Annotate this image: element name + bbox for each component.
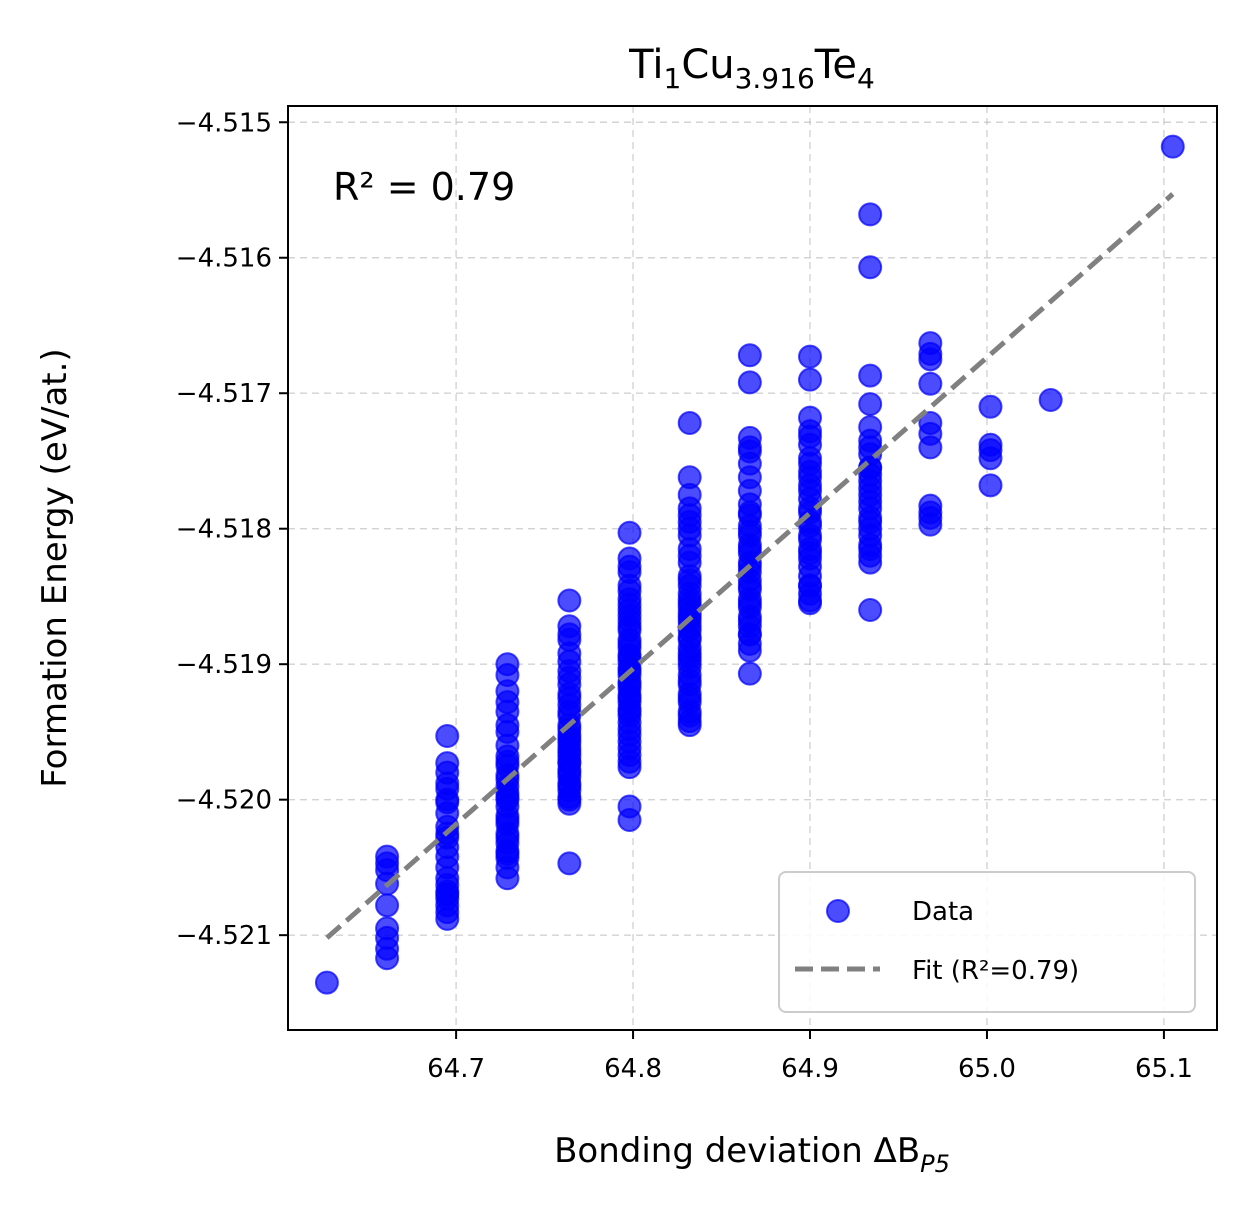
data-point xyxy=(435,906,460,931)
data-point xyxy=(798,496,823,521)
data-point xyxy=(677,543,702,568)
data-point xyxy=(677,411,702,436)
legend-fit-label: Fit (R²=0.79) xyxy=(912,956,1079,986)
data-point xyxy=(798,367,823,392)
data-point xyxy=(918,512,943,537)
legend-data-label: Data xyxy=(912,897,974,927)
plot-frame xyxy=(287,105,1218,1031)
y-tick-label: −4.520 xyxy=(176,786,272,816)
data-point xyxy=(435,882,460,907)
y-tick-label: −4.516 xyxy=(176,244,272,274)
data-point xyxy=(737,435,762,460)
data-point xyxy=(918,435,943,460)
y-tick-label: −4.515 xyxy=(176,108,272,138)
data-point xyxy=(798,344,823,369)
x-tick-label: 64.8 xyxy=(604,1054,662,1084)
data-point xyxy=(495,690,520,715)
data-point xyxy=(1160,134,1185,159)
data-point xyxy=(557,622,582,647)
data-point xyxy=(495,866,520,891)
data-point xyxy=(858,543,883,568)
legend: Data Fit (R²=0.79) xyxy=(778,871,1196,1013)
title-sub-c: 4 xyxy=(857,62,875,95)
y-axis-ticks: −4.515 −4.516 −4.517 −4.518 −4.519 −4.520 −4.5… xyxy=(176,108,288,951)
data-point xyxy=(557,787,582,812)
data-point xyxy=(557,588,582,613)
data-point xyxy=(858,255,883,280)
data-point xyxy=(1038,388,1063,412)
title-sub-b: 3.916 xyxy=(735,62,815,95)
data-point xyxy=(617,699,642,724)
data-point xyxy=(978,473,1003,498)
data-point xyxy=(677,641,702,666)
title-part-b: Cu xyxy=(681,42,734,88)
x-tick-label: 64.9 xyxy=(781,1054,839,1084)
fit-layer xyxy=(325,192,1175,940)
data-point xyxy=(737,370,762,395)
y-tick-label: −4.517 xyxy=(176,379,272,409)
data-point xyxy=(858,363,883,388)
data-point xyxy=(435,724,460,748)
data-point xyxy=(375,946,400,971)
data-point xyxy=(798,424,823,449)
data-point xyxy=(978,438,1003,463)
data-point xyxy=(557,665,582,690)
data-point xyxy=(737,622,762,647)
y-axis-label: Formation Energy (eV/at.) xyxy=(35,348,75,787)
x-tick-label: 65.1 xyxy=(1135,1054,1193,1084)
data-point xyxy=(617,520,642,545)
data-point xyxy=(557,851,582,876)
data-point xyxy=(495,780,520,805)
title-sub-a: 1 xyxy=(663,62,681,95)
chart-title: Ti1Cu3.916Te4 xyxy=(628,42,875,95)
data-point xyxy=(858,392,883,417)
data-point xyxy=(677,568,702,593)
data-point xyxy=(918,341,943,366)
x-axis-label-main: Bonding deviation ΔB xyxy=(554,1131,920,1171)
data-points xyxy=(314,134,1185,995)
x-axis-ticks: 64.7 64.8 64.9 65.0 65.1 xyxy=(427,1030,1193,1084)
y-tick-label: −4.518 xyxy=(176,515,272,545)
r-squared-annotation: R² = 0.79 xyxy=(333,165,515,209)
data-point xyxy=(314,970,339,995)
data-point xyxy=(798,465,823,490)
y-tick-label: −4.519 xyxy=(176,650,272,680)
data-point xyxy=(617,554,642,579)
data-point xyxy=(737,343,762,368)
x-tick-label: 64.7 xyxy=(427,1054,485,1084)
data-point xyxy=(858,202,883,227)
y-tick-label: −4.521 xyxy=(176,921,272,951)
title-part-c: Te xyxy=(814,42,857,88)
fit-line xyxy=(325,192,1175,940)
data-point xyxy=(858,489,883,514)
legend-box xyxy=(778,871,1196,1013)
data-point xyxy=(375,893,400,918)
data-point xyxy=(858,598,883,622)
data-point xyxy=(737,500,762,525)
x-tick-label: 65.0 xyxy=(958,1054,1016,1084)
data-point xyxy=(737,661,762,686)
data-point xyxy=(435,760,460,785)
data-point xyxy=(617,755,642,780)
title-part-a: Ti xyxy=(628,42,663,88)
data-point xyxy=(978,394,1003,419)
data-point xyxy=(495,841,520,866)
data-point xyxy=(798,588,823,613)
data-point xyxy=(495,713,520,738)
x-axis-label-sub: P5 xyxy=(920,1150,950,1178)
data-point xyxy=(617,808,642,832)
data-point xyxy=(677,503,702,528)
x-axis-label: Bonding deviation ΔBP5 xyxy=(554,1131,950,1178)
legend-data-marker xyxy=(826,899,850,923)
data-point xyxy=(918,371,943,396)
data-point xyxy=(798,523,823,548)
